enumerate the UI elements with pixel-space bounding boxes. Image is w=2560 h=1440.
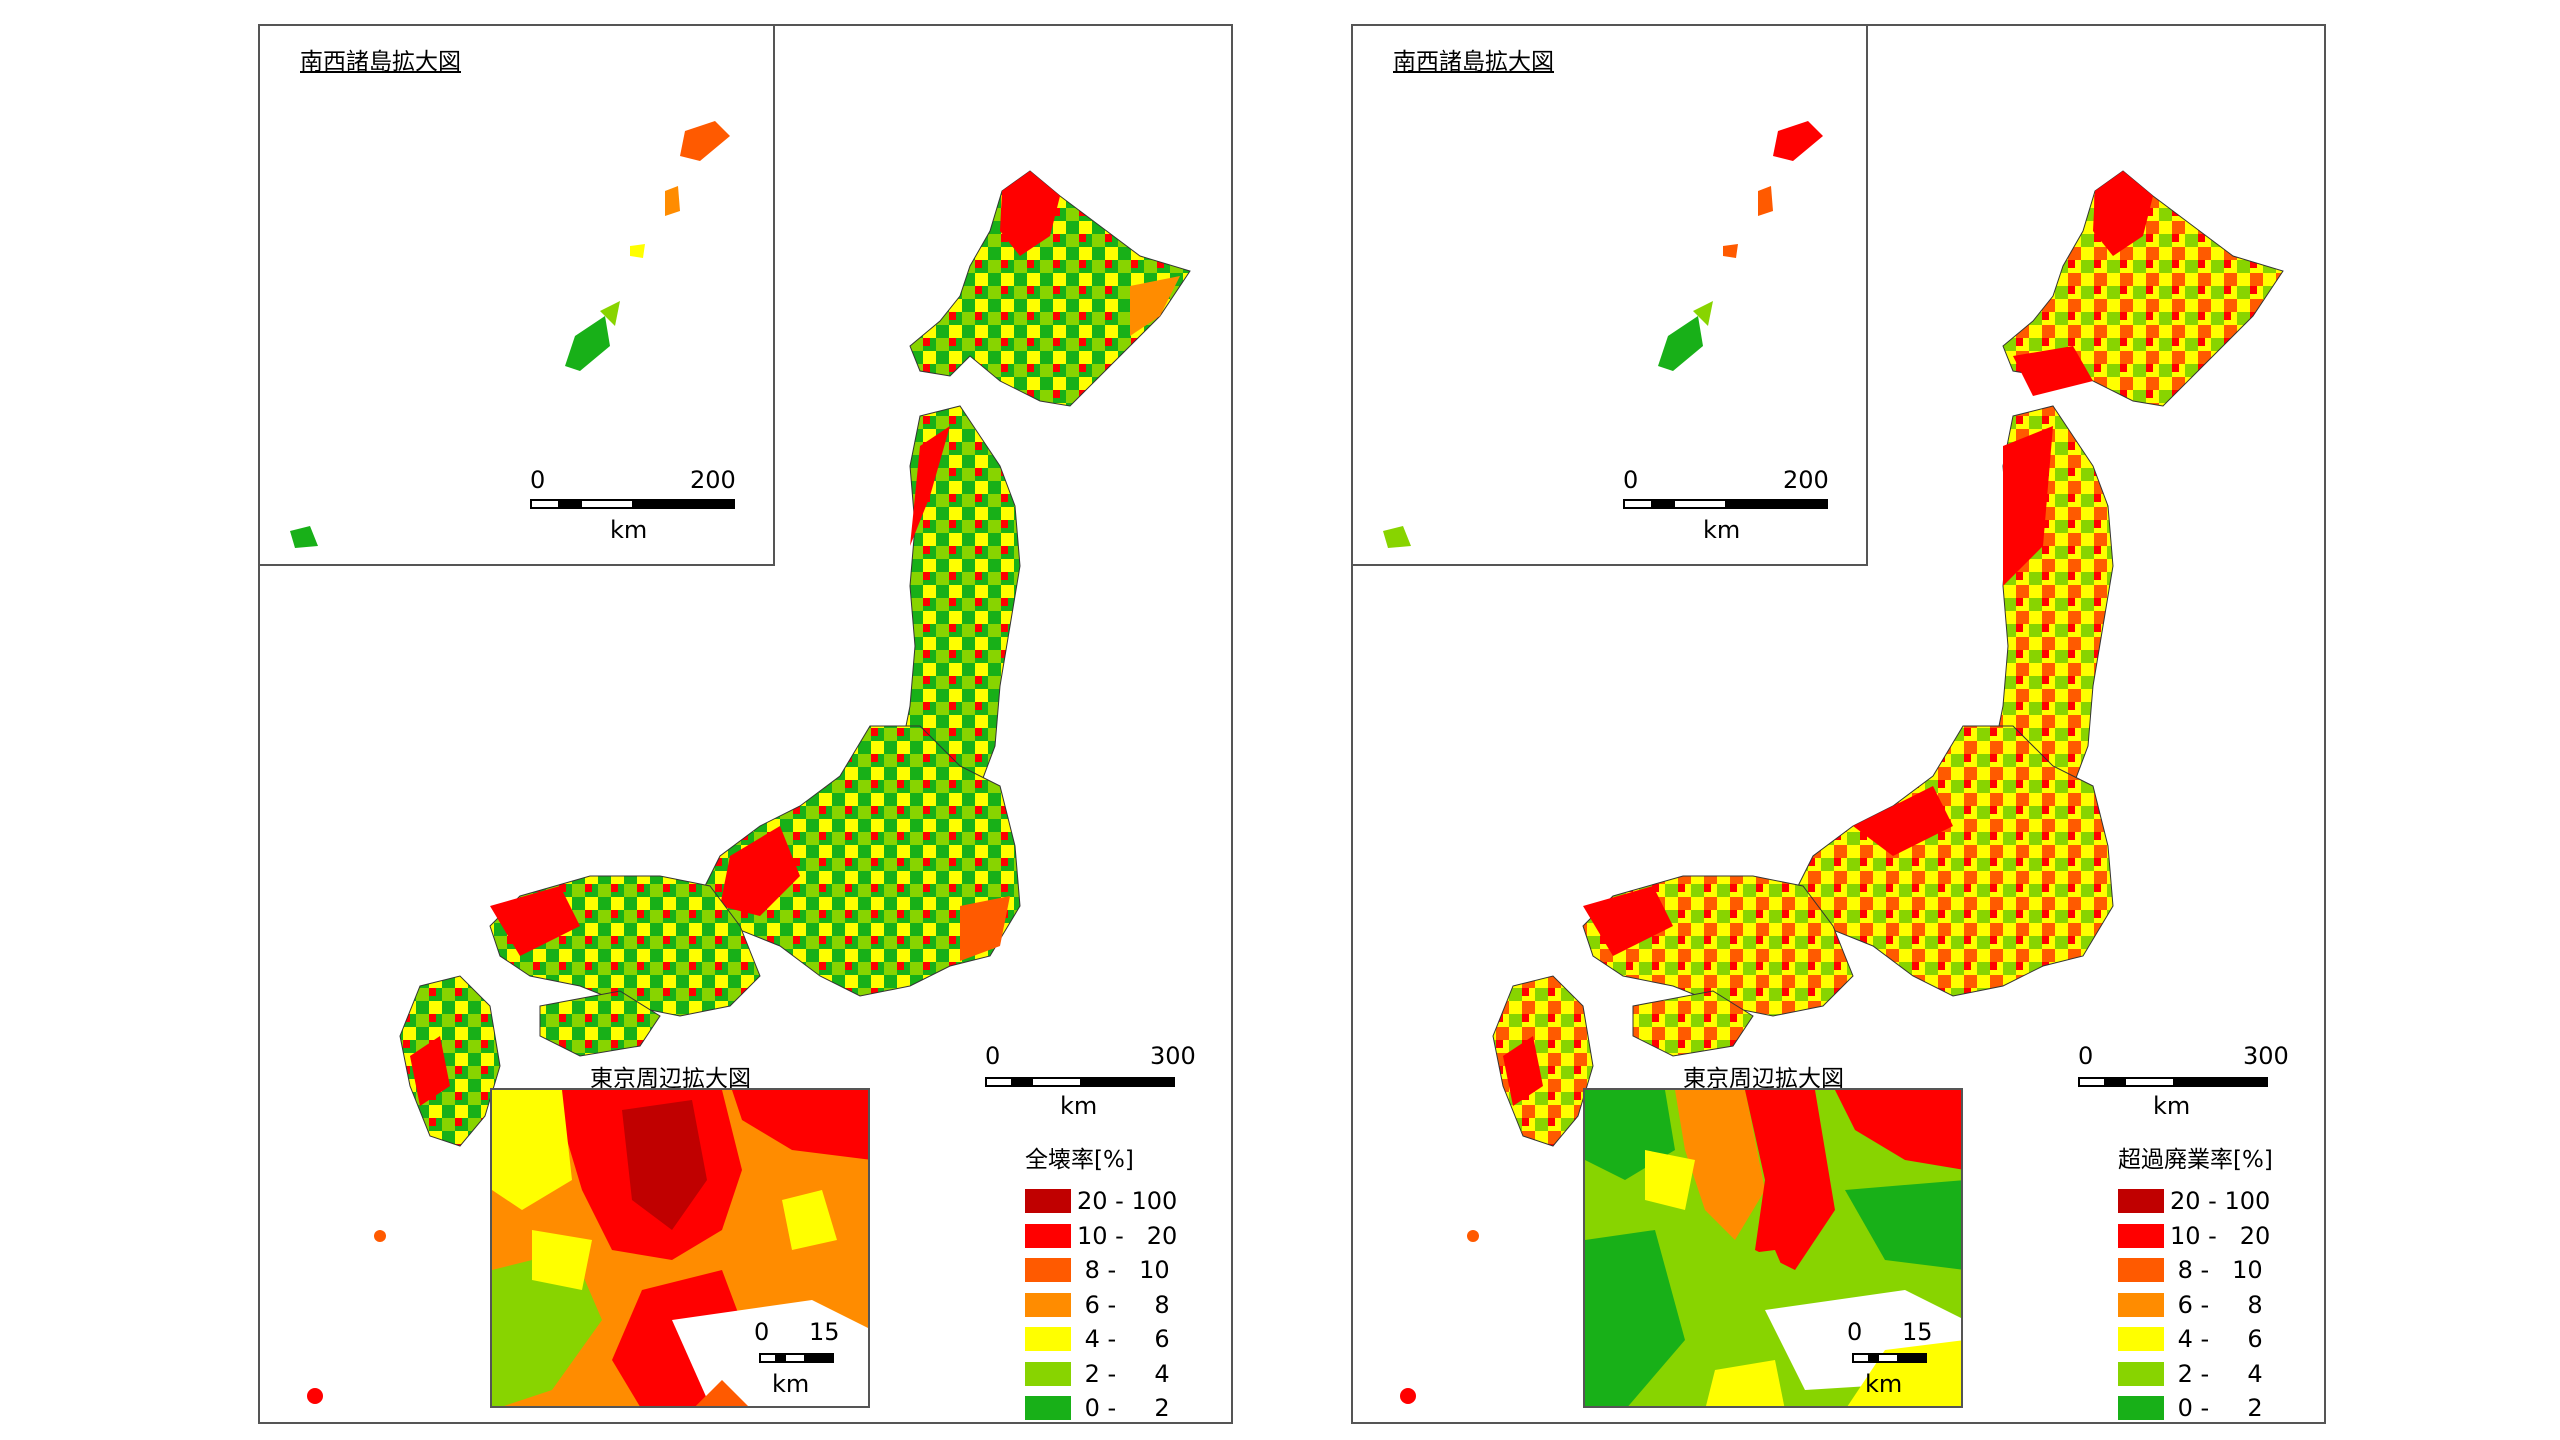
scale-bar-graphic (759, 1353, 834, 1363)
kyushu-region (399, 975, 501, 1147)
legend-swatch (1025, 1189, 1071, 1214)
scale-bar-graphic (530, 499, 735, 509)
legend-swatch (2118, 1361, 2164, 1386)
legend-label: 0 - 2 (1077, 1394, 1170, 1423)
ryukyu-inset-title: 南西諸島拡大図 (300, 49, 461, 75)
legend-swatch (2118, 1327, 2164, 1352)
main-scale-bar: 0 300 km (2078, 1042, 2318, 1120)
legend-label: 4 - 6 (1077, 1325, 1170, 1354)
scale-unit-label: km (772, 1370, 810, 1398)
legend-item: 6 - 8 (2118, 1288, 2318, 1323)
scale-zero-label: 0 (2078, 1042, 2094, 1070)
scale-unit-label: km (610, 516, 648, 544)
legend-swatch (1025, 1223, 1071, 1248)
scale-zero-label: 0 (530, 466, 546, 494)
map-panel-left: 南西諸島拡大図 0 200 km 0 300 km 東京周辺拡大図 (258, 24, 1233, 1424)
legend-label: 20 - 100 (2170, 1187, 2271, 1216)
tokyo-inset: 0 15 km (1583, 1088, 1963, 1408)
legend: 超過廃業率[%] 20 - 100 10 - 20 8 - 10 6 - 8 4… (2118, 1140, 2318, 1423)
scale-max-label: 15 (809, 1318, 840, 1346)
legend-swatch (2118, 1258, 2164, 1283)
legend-item: 2 - 4 (2118, 1357, 2318, 1392)
legend-title: 全壊率[%] (1025, 1147, 1134, 1173)
legend-item: 8 - 10 (2118, 1253, 2318, 1288)
scale-zero-label: 0 (985, 1042, 1001, 1070)
legend-swatch (2118, 1292, 2164, 1317)
legend-item: 4 - 6 (2118, 1322, 2318, 1357)
scale-unit-label: km (1865, 1370, 1903, 1398)
shikoku-region (539, 990, 661, 1057)
legend-swatch (2118, 1396, 2164, 1421)
tokyo-inset: 0 15 km (490, 1088, 870, 1408)
shikoku-region (1632, 990, 1754, 1057)
legend-item: 6 - 8 (1025, 1288, 1225, 1323)
legend-swatch (1025, 1327, 1071, 1352)
legend-label: 6 - 8 (2170, 1290, 2263, 1319)
chubu-kanto-region (699, 725, 1021, 997)
ryukyu-islands (1383, 121, 1823, 548)
ryukyu-inset: 南西諸島拡大図 0 200 km (1353, 26, 1868, 566)
ryukyu-inset-title: 南西諸島拡大図 (1393, 49, 1554, 75)
scale-bar-graphic (2078, 1077, 2268, 1087)
legend-label: 0 - 2 (2170, 1394, 2263, 1423)
map-panel-right: 南西諸島拡大図 0 200 km 0 300 km 東京周辺拡大図 (1351, 24, 2326, 1424)
japan-map (1400, 170, 2284, 1404)
legend-item: 20 - 100 (1025, 1184, 1225, 1219)
legend-item: 10 - 20 (2118, 1219, 2318, 1254)
legend-swatch (1025, 1292, 1071, 1317)
ryukyu-islands (290, 121, 730, 548)
main-scale-bar: 0 300 km (985, 1042, 1225, 1120)
tokyo-scale-bar: 0 15 km (754, 1318, 864, 1398)
tokyo-inset-title: 東京周辺拡大図 (590, 1066, 751, 1092)
scale-max-label: 300 (1150, 1042, 1196, 1070)
scale-bar-graphic (1623, 499, 1828, 509)
ryukyu-scale-bar: 0 200 km (530, 466, 750, 544)
legend-item: 8 - 10 (1025, 1253, 1225, 1288)
legend-label: 10 - 20 (2170, 1221, 2271, 1250)
legend-label: 2 - 4 (2170, 1359, 2263, 1388)
legend-item: 2 - 4 (1025, 1357, 1225, 1392)
legend-label: 2 - 4 (1077, 1359, 1170, 1388)
scale-max-label: 300 (2243, 1042, 2289, 1070)
tokyo-scale-bar: 0 15 km (1847, 1318, 1957, 1398)
island (307, 1388, 323, 1404)
tokyo-inset-title: 東京周辺拡大図 (1683, 1066, 1844, 1092)
legend-label: 8 - 10 (1077, 1256, 1170, 1285)
legend-swatch (2118, 1189, 2164, 1214)
scale-unit-label: km (2153, 1092, 2191, 1120)
legend-label: 6 - 8 (1077, 1290, 1170, 1319)
scale-max-label: 200 (690, 466, 736, 494)
legend-label: 20 - 100 (1077, 1187, 1178, 1216)
legend-item: 10 - 20 (1025, 1219, 1225, 1254)
legend-title: 超過廃業率[%] (2118, 1147, 2273, 1173)
scale-max-label: 200 (1783, 466, 1829, 494)
legend-item: 20 - 100 (2118, 1184, 2318, 1219)
scale-max-label: 15 (1902, 1318, 1933, 1346)
legend-item: 4 - 6 (1025, 1322, 1225, 1357)
scale-bar-graphic (1852, 1353, 1927, 1363)
scale-bar-graphic (985, 1077, 1175, 1087)
japan-map (307, 170, 1191, 1404)
legend-swatch (1025, 1396, 1071, 1421)
scale-zero-label: 0 (1623, 466, 1639, 494)
ryukyu-inset: 南西諸島拡大図 0 200 km (260, 26, 775, 566)
legend-item: 0 - 2 (1025, 1391, 1225, 1423)
scale-unit-label: km (1060, 1092, 1098, 1120)
legend-label: 4 - 6 (2170, 1325, 2263, 1354)
scale-zero-label: 0 (1847, 1318, 1863, 1346)
legend-swatch (2118, 1223, 2164, 1248)
scale-unit-label: km (1703, 516, 1741, 544)
legend-label: 8 - 10 (2170, 1256, 2263, 1285)
scale-zero-label: 0 (754, 1318, 770, 1346)
kyushu-region (1492, 975, 1594, 1147)
legend-swatch (1025, 1361, 1071, 1386)
ryukyu-scale-bar: 0 200 km (1623, 466, 1843, 544)
legend: 全壊率[%] 20 - 100 10 - 20 8 - 10 6 - 8 4 -… (1025, 1140, 1225, 1423)
legend-item: 0 - 2 (2118, 1391, 2318, 1423)
hokkaido-region (909, 170, 1191, 407)
legend-label: 10 - 20 (1077, 1221, 1178, 1250)
legend-swatch (1025, 1258, 1071, 1283)
